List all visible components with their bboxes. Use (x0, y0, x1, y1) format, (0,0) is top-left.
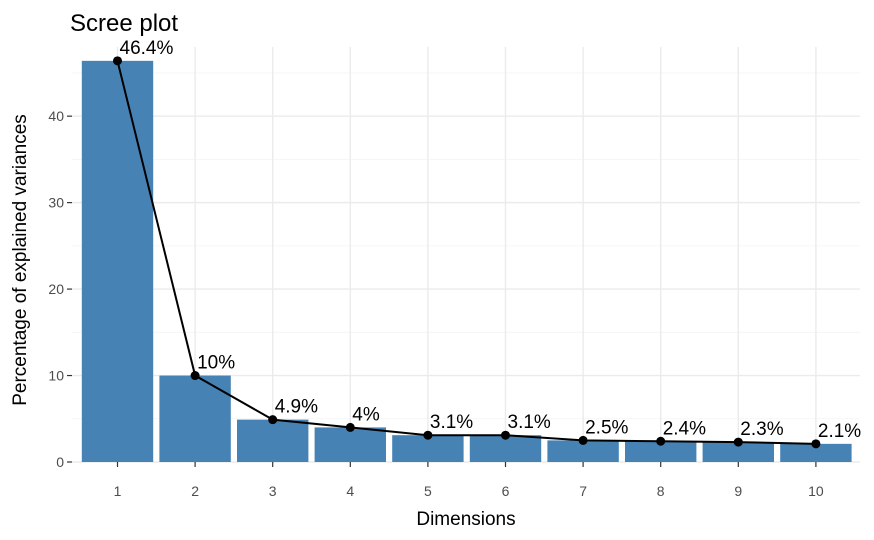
x-tick-label: 10 (808, 483, 824, 499)
x-tick-label: 6 (502, 483, 510, 499)
y-tick-label: 30 (48, 195, 64, 211)
point-10 (811, 439, 821, 449)
data-label: 4% (352, 404, 380, 425)
y-tick-label: 20 (48, 281, 64, 297)
bar-3 (237, 419, 309, 462)
y-tick-label: 40 (48, 108, 64, 124)
data-label: 2.1% (818, 421, 861, 442)
bar-9 (702, 442, 774, 462)
x-tick-label: 5 (424, 483, 432, 499)
point-7 (578, 435, 588, 445)
x-tick-label: 8 (657, 483, 665, 499)
data-label: 3.1% (508, 412, 551, 433)
x-tick-label: 4 (346, 483, 354, 499)
bar-2 (159, 375, 231, 462)
chart-title: Scree plot (70, 10, 178, 37)
data-labels: 46.4% 10% 4.9% 4% 3.1% 3.1% 2.5% 2.4% 2.3% 2.1% (120, 38, 862, 442)
data-label: 2.3% (740, 419, 783, 440)
data-label: 3.1% (430, 412, 473, 433)
y-tick-label: 0 (56, 454, 64, 470)
x-tick-label: 2 (191, 483, 199, 499)
point-6 (501, 430, 510, 440)
x-tick-label: 3 (269, 483, 277, 499)
y-axis: 0 10 20 30 40 (48, 108, 72, 470)
y-tick-label: 10 (48, 368, 64, 384)
trend-line-group (116, 60, 816, 445)
y-axis-title: Percentage of explained variances (10, 114, 31, 406)
points (113, 56, 821, 449)
bar-7 (547, 440, 619, 462)
point-2 (190, 371, 200, 381)
data-label: 46.4% (120, 38, 174, 59)
data-label: 4.9% (275, 397, 318, 418)
point-5 (423, 430, 433, 440)
point-1 (113, 56, 122, 66)
bars (81, 60, 852, 462)
x-tick-label: 7 (579, 483, 587, 499)
x-axis-title: Dimensions (416, 509, 515, 530)
x-tick-label: 9 (734, 483, 742, 499)
point-3 (268, 415, 278, 425)
point-8 (656, 436, 666, 446)
trend-line (116, 60, 816, 445)
bar-10 (780, 443, 852, 462)
point-4 (345, 422, 355, 432)
point-9 (733, 437, 743, 447)
x-tick-label: 1 (114, 483, 122, 499)
data-label: 2.4% (663, 418, 706, 439)
bar-4 (314, 427, 386, 462)
x-axis: 1 2 3 4 5 6 7 8 9 10 (114, 462, 824, 499)
data-label: 10% (197, 353, 235, 374)
data-label: 2.5% (585, 417, 628, 438)
bar-1 (81, 60, 154, 462)
bar-8 (625, 441, 697, 462)
